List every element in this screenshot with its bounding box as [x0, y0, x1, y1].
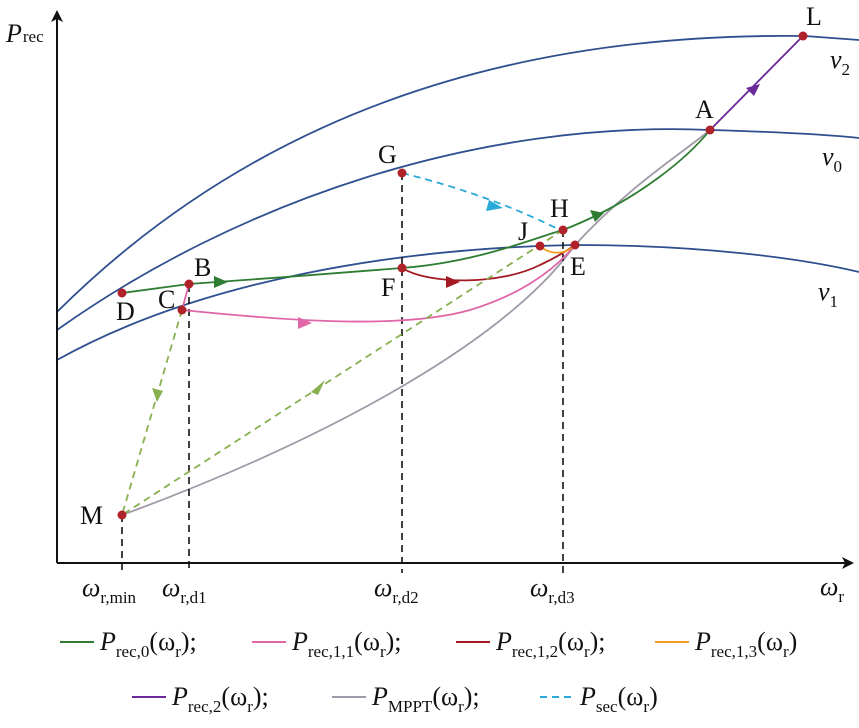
tick-r-min: ωr,min: [82, 573, 137, 607]
point-F: [397, 263, 407, 273]
label-C: C: [158, 285, 175, 314]
legend-label-prec0: Prec,0(ωr);: [99, 627, 197, 661]
legend-label-prec11: Prec,1,1(ωr);: [291, 627, 402, 661]
label-G: G: [378, 140, 397, 169]
traj-h-to-m: [121, 229, 564, 516]
y-axis-label: Prec: [5, 19, 44, 48]
tick-r-d2: ωr,d2: [374, 573, 419, 607]
label-F: F: [381, 273, 395, 302]
point-C: [177, 305, 187, 315]
label-B: B: [194, 253, 211, 282]
curve-label-v0: v0: [822, 142, 842, 176]
point-E: [570, 240, 580, 250]
legend-label-prec12: Prec,1,2(ωr);: [495, 627, 606, 661]
traj-c-to-m: [121, 309, 183, 516]
label-L: L: [806, 2, 822, 31]
arrowhead-purple: [746, 84, 760, 96]
traj-prec11: [181, 244, 576, 323]
x-axis-label: ωr: [820, 572, 844, 606]
point-J: [535, 241, 545, 251]
curve-v2: [56, 35, 859, 313]
arrowhead-lime-1: [152, 388, 163, 402]
point-H: [558, 225, 568, 235]
legend-label-psec: Psec(ωr): [579, 682, 658, 716]
arrowhead-green-1: [214, 276, 228, 288]
legend: Prec,0(ωr); Prec,1,1(ωr); Prec,1,2(ωr); …: [60, 627, 797, 716]
curve-v0: [56, 128, 859, 331]
traj-psec: [401, 172, 561, 231]
tick-r-d1: ωr,d1: [162, 573, 207, 607]
point-B: [184, 279, 194, 289]
curve-label-v2: v2: [830, 45, 850, 79]
point-G: [397, 168, 407, 178]
curve-label-v1: v1: [818, 277, 838, 311]
point-L: [798, 31, 808, 41]
label-H: H: [550, 194, 569, 223]
point-D: [117, 288, 127, 298]
label-A: A: [695, 95, 714, 124]
label-D: D: [116, 297, 135, 326]
mppt-curve: [121, 129, 711, 516]
points: [117, 31, 808, 520]
point-A: [705, 125, 715, 135]
traj-prec0: [121, 129, 711, 294]
label-J: J: [518, 217, 528, 246]
legend-label-prec2: Prec,2(ωr);: [171, 682, 269, 716]
legend-label-prec13: Prec,1,3(ωr): [694, 627, 797, 661]
label-M: M: [80, 501, 103, 530]
traj-prec2: [709, 35, 804, 131]
arrowhead-lime-2: [311, 380, 325, 395]
arrowhead-green-2: [590, 210, 604, 222]
arrowhead-pink: [298, 317, 312, 329]
legend-label-pmppt: PMPPT(ωr);: [371, 682, 480, 716]
arrowhead-cyan: [486, 200, 503, 211]
tick-r-d3: ωr,d3: [530, 573, 575, 607]
arrowhead-red: [446, 276, 460, 288]
label-E: E: [570, 252, 586, 281]
curve-v1: [56, 244, 859, 361]
point-M: [117, 510, 127, 520]
